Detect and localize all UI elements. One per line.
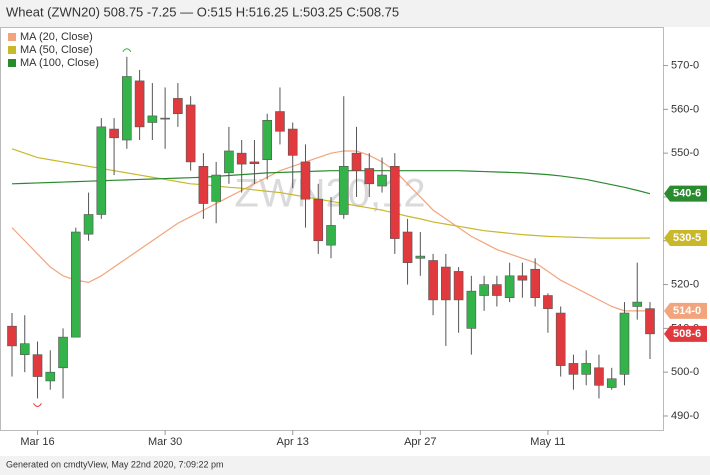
value-tag-label: 540-6 (673, 188, 701, 200)
y-tick-label: 490-0 (671, 410, 699, 422)
value-tag-label: 508-6 (673, 328, 701, 340)
value-tag (664, 325, 707, 342)
candle-body (543, 295, 553, 309)
legend-swatch (8, 33, 16, 41)
x-tick-label: May 11 (530, 436, 565, 448)
candle-body (185, 104, 196, 163)
candle-body (632, 301, 643, 307)
plot-frame (0, 27, 664, 431)
candle-body (83, 214, 94, 235)
ma-line (11, 170, 651, 195)
ma-line (11, 150, 650, 312)
candle-body (275, 111, 285, 132)
candle-body (377, 174, 387, 187)
value-tag-label: 530-5 (673, 232, 701, 244)
legend-swatch (8, 59, 16, 67)
candle-body (351, 152, 362, 171)
candle-body (364, 168, 375, 185)
candle-body (7, 325, 17, 347)
x-tick-label: Mar 30 (148, 436, 182, 448)
candle-body (224, 150, 234, 174)
y-tick-label: 550-0 (671, 147, 699, 159)
candle-body (530, 268, 540, 299)
candle-body (249, 161, 260, 164)
legend-swatch (8, 46, 16, 54)
candle-body (262, 120, 273, 161)
y-tick-label: 560-0 (671, 103, 699, 115)
candle-body (555, 312, 566, 366)
chart-title: Wheat (ZWN20) 508.75 -7.25 — O:515 H:516… (6, 4, 399, 19)
value-tag (664, 230, 707, 247)
candle-body (58, 336, 68, 369)
y-tick-label: 570-0 (671, 59, 699, 71)
legend-label: MA (50, Close) (20, 44, 93, 56)
candle-body (198, 165, 209, 204)
candle-body (619, 312, 630, 375)
footer: Generated on cmdtyView, May 22nd 2020, 7… (6, 459, 223, 469)
candle-body (338, 165, 349, 215)
x-tick-label: Mar 16 (20, 436, 54, 448)
value-tag-label: 514-0 (673, 305, 701, 317)
candle-body (441, 266, 451, 301)
candle-body (415, 255, 426, 259)
x-tick-label: Apr 13 (277, 436, 309, 448)
y-tick-label: 500-0 (671, 366, 699, 378)
candle-body (594, 367, 604, 386)
candle-body (236, 152, 247, 165)
candle-body (479, 284, 489, 296)
candle-body (326, 225, 336, 246)
high-marker (122, 48, 132, 53)
candle-body (517, 275, 528, 281)
candle-body (147, 115, 158, 123)
candle-body (428, 260, 438, 301)
candle-body (453, 271, 464, 301)
candle-body (109, 128, 119, 139)
x-tick-label: Apr 27 (404, 436, 436, 448)
candle-body (389, 165, 400, 239)
candle-body (568, 363, 579, 375)
candle-body (287, 128, 298, 156)
candle-body (466, 290, 477, 329)
candle-body (71, 231, 81, 338)
candle-body (96, 126, 107, 215)
candle-body (492, 284, 502, 296)
candle-body (19, 343, 30, 355)
header-band (0, 0, 710, 27)
footer-band (0, 456, 710, 475)
candle-body (402, 231, 413, 263)
candle-body (134, 80, 145, 128)
value-tag (664, 185, 707, 202)
candle-body (45, 371, 56, 382)
candle-body (122, 76, 132, 141)
candle-body (300, 161, 311, 200)
candle-body (606, 378, 617, 388)
legend-label: MA (100, Close) (20, 57, 99, 69)
candle-body (160, 117, 170, 120)
candle-body (645, 308, 655, 335)
y-tick-label: 520-0 (671, 278, 699, 290)
candle-body (581, 363, 592, 375)
candle-body (313, 198, 324, 242)
legend-label: MA (20, Close) (20, 31, 93, 43)
value-tag (664, 302, 707, 319)
candle-body (32, 354, 43, 377)
low-marker (33, 403, 42, 407)
candle-body (211, 174, 221, 202)
candle-body (504, 275, 515, 299)
candle-body (173, 98, 183, 115)
